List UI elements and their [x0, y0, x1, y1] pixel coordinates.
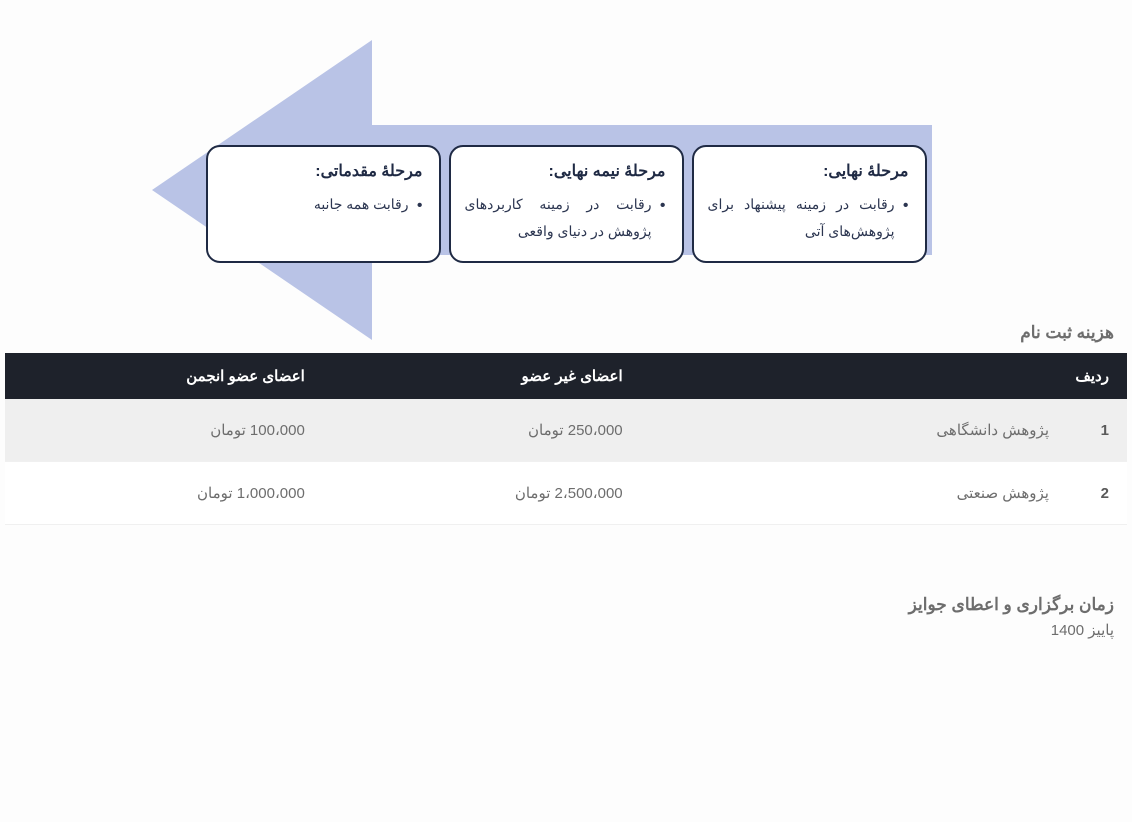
cell-nonmember: 2،500،000 تومان — [323, 462, 641, 525]
stage-card-final: مرحلهٔ نهایی: رقابت در زمینه پیشنهاد برا… — [692, 145, 927, 263]
cell-label: پژوهش صنعتی — [641, 462, 1067, 525]
schedule-heading: زمان برگزاری و اعطای جوایز — [18, 595, 1114, 615]
col-member: اعضای عضو انجمن — [5, 353, 323, 399]
table-row: 1 پژوهش دانشگاهی 250،000 تومان 100،000 ت… — [5, 399, 1127, 462]
cell-nonmember: 250،000 تومان — [323, 399, 641, 462]
table-row: 2 پژوهش صنعتی 2،500،000 تومان 1،000،000 … — [5, 462, 1127, 525]
cell-member: 1،000،000 تومان — [5, 462, 323, 525]
stage-card-preliminary: مرحلهٔ مقدماتی: رقابت همه جانبه — [206, 145, 441, 263]
cell-member: 100،000 تومان — [5, 399, 323, 462]
stage-desc: رقابت همه جانبه — [222, 191, 423, 218]
stage-desc: رقابت در زمینه کاربردهای پژوهش در دنیای … — [465, 191, 666, 244]
stage-desc: رقابت در زمینه پیشنهاد برای پژوهش‌های آت… — [708, 191, 909, 244]
col-idx: ردیف — [1067, 353, 1127, 399]
schedule-section: زمان برگزاری و اعطای جوایز پاییز 1400 — [0, 525, 1132, 639]
fees-table: ردیف اعضای غیر عضو اعضای عضو انجمن 1 پژو… — [5, 353, 1127, 525]
stages-diagram: مرحلهٔ مقدماتی: رقابت همه جانبه مرحلهٔ ن… — [0, 0, 1132, 303]
stage-cards: مرحلهٔ مقدماتی: رقابت همه جانبه مرحلهٔ ن… — [206, 145, 927, 263]
col-label — [641, 353, 1067, 399]
col-nonmember: اعضای غیر عضو — [323, 353, 641, 399]
cell-idx: 2 — [1067, 462, 1127, 525]
table-header-row: ردیف اعضای غیر عضو اعضای عضو انجمن — [5, 353, 1127, 399]
stage-title: مرحلهٔ نیمه نهایی: — [465, 161, 666, 181]
stage-title: مرحلهٔ مقدماتی: — [222, 161, 423, 181]
stage-card-semifinal: مرحلهٔ نیمه نهایی: رقابت در زمینه کاربرد… — [449, 145, 684, 263]
fees-heading: هزینه ثبت نام — [0, 323, 1132, 343]
cell-label: پژوهش دانشگاهی — [641, 399, 1067, 462]
schedule-value: پاییز 1400 — [18, 621, 1114, 639]
stage-title: مرحلهٔ نهایی: — [708, 161, 909, 181]
cell-idx: 1 — [1067, 399, 1127, 462]
